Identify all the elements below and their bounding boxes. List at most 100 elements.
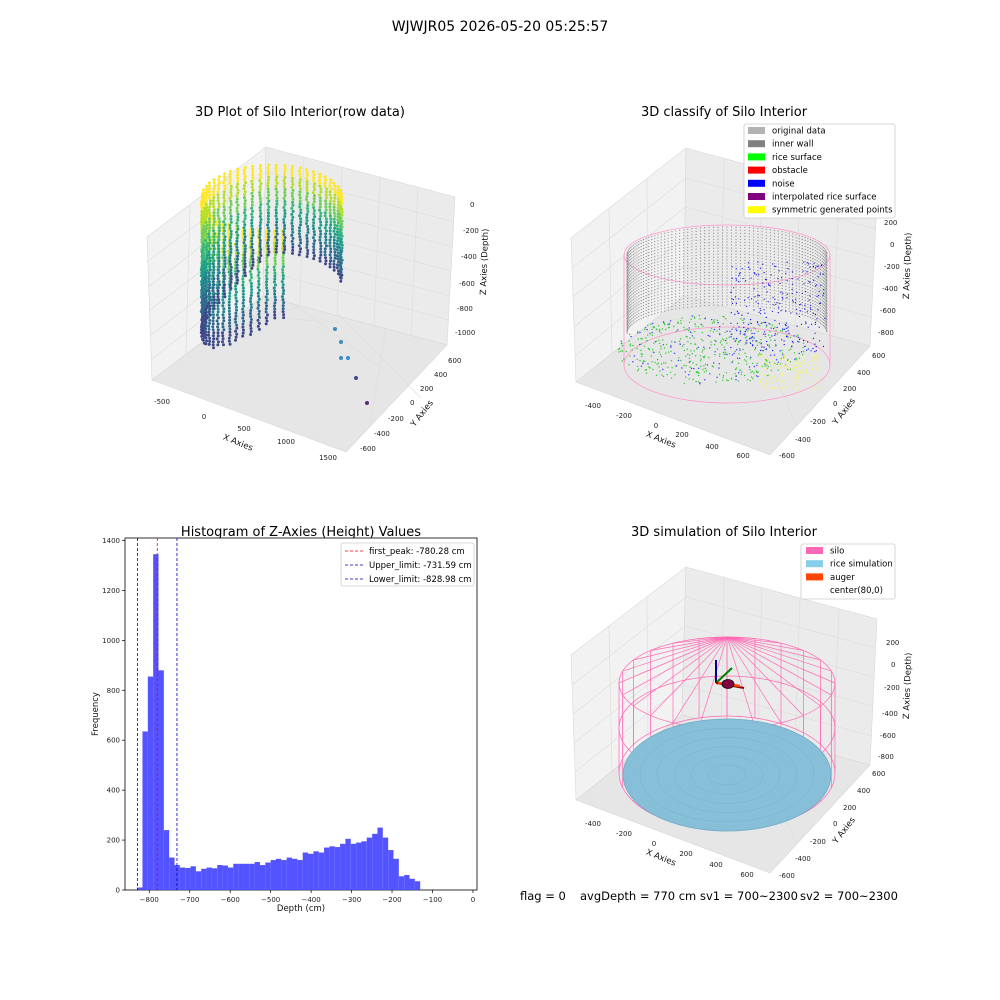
classify-noise-point [780, 291, 782, 293]
classify-surface-point [713, 321, 716, 323]
raw-point [298, 169, 301, 173]
classify-noise-point [813, 262, 815, 264]
classify-surface-point [790, 348, 792, 350]
classify-wall-point [820, 313, 822, 315]
classify-surface-point [736, 357, 739, 359]
raw-point [207, 274, 211, 278]
classify-surface-point [643, 328, 646, 331]
classify-symmetric-point [774, 364, 776, 366]
classify-symmetric-point [806, 370, 808, 372]
histogram-bar [281, 860, 287, 890]
raw-point [229, 232, 233, 236]
classify-wall-point [785, 231, 787, 233]
classify-noise-point [820, 284, 822, 286]
classify-wall-point [792, 296, 794, 298]
classify-surface-point [717, 322, 719, 324]
classify-wall-point [816, 260, 818, 262]
raw-point [241, 283, 245, 287]
classify-wall-point [798, 307, 800, 309]
classify-surface-point [744, 333, 746, 335]
classify-wall-point [757, 263, 759, 265]
classify-wall-point [826, 289, 828, 291]
classify-noise-point [804, 308, 806, 310]
classify-surface-point [699, 355, 701, 357]
classify-symmetric-point [798, 372, 800, 374]
classify-wall-point [631, 311, 633, 313]
raw-outlier-point [339, 340, 343, 344]
classify-wall-point [671, 303, 673, 305]
classify-symmetric-point [815, 380, 817, 382]
raw-point [228, 321, 232, 325]
classify-wall-point [777, 287, 779, 289]
raw-point [236, 212, 240, 216]
raw-point [241, 334, 245, 338]
classify-wall-point [824, 252, 827, 254]
classify-wall-point [807, 246, 809, 249]
classify-wall-point [634, 306, 636, 308]
silo-roof-spoke [672, 636, 728, 644]
classify-noise-point [782, 328, 784, 330]
raw-point [283, 191, 287, 194]
classify-wall-point [809, 260, 812, 262]
classify-wall-point [679, 277, 681, 279]
raw-point [228, 333, 232, 337]
raw-point [228, 324, 232, 328]
raw-point [235, 326, 239, 330]
classify-wall-point [818, 321, 820, 323]
classify-wall-point [809, 263, 812, 265]
classify-surface-point [794, 358, 796, 360]
raw-point [272, 286, 276, 290]
classify-surface-point [668, 323, 670, 325]
classify-surface-point [764, 333, 766, 335]
classify-noise-point [809, 307, 812, 309]
classify-surface-point [799, 337, 801, 339]
raw-point [274, 166, 278, 170]
classify-wall-point [627, 307, 629, 309]
classify-wall-point [654, 310, 656, 312]
raw-point [229, 208, 233, 212]
classify-surface-point [641, 353, 644, 355]
classify-wall-point [804, 248, 806, 251]
classify-surface-point [641, 355, 643, 358]
classify-wall-point [781, 240, 783, 242]
raw-point [265, 277, 269, 281]
classify-wall-point [821, 314, 823, 316]
classify-wall-point [735, 256, 737, 258]
classify-wall-point [627, 298, 629, 300]
classify-surface-point [643, 345, 646, 347]
classify-wall-point [628, 282, 630, 284]
classify-wall-point [781, 288, 783, 290]
classify-wall-point [748, 248, 750, 250]
classify-wall-point [761, 243, 763, 245]
classify-surface-point [697, 371, 699, 374]
classify-wall-point [648, 272, 650, 275]
classify-wall-point [626, 251, 629, 254]
raw-point [216, 277, 220, 281]
classify-wall-point [654, 274, 656, 276]
raw-point [211, 289, 215, 293]
histogram-lines [137, 538, 178, 890]
raw-point [328, 241, 332, 245]
classify-wall-point [781, 234, 783, 236]
raw-point [243, 256, 247, 260]
raw-point [258, 236, 262, 239]
classify-wall-point [679, 244, 681, 246]
raw-point [283, 188, 287, 191]
classify-noise-point [745, 331, 747, 333]
classify-wall-point [826, 326, 828, 329]
raw-point [324, 205, 328, 209]
raw-point [274, 205, 278, 209]
classify-wall-point [761, 297, 763, 299]
classify-surface-point [697, 381, 699, 383]
classify-wall-point [628, 293, 631, 295]
classify-wall-point [626, 284, 629, 287]
classify-noise-point [758, 274, 760, 276]
classify-wall-point [627, 301, 629, 303]
classify-wall-point [699, 278, 702, 280]
classify-wall-point [651, 284, 653, 286]
raw-point [291, 245, 295, 249]
classify-wall-point [721, 274, 724, 276]
classify-wall-point [713, 271, 715, 273]
classify-wall-point [814, 301, 816, 303]
